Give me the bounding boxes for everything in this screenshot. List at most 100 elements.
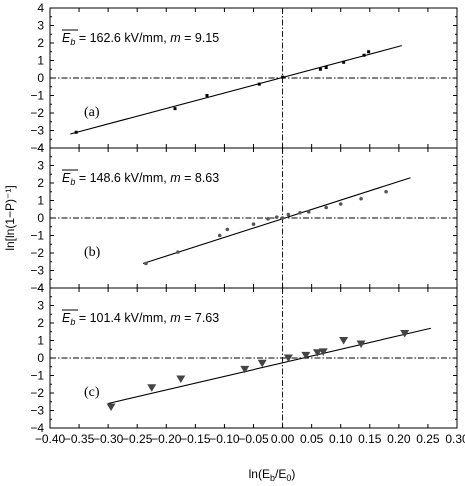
y-tick-label: −3	[30, 404, 44, 418]
data-point	[144, 261, 148, 266]
y-tick-label: 4	[37, 1, 44, 15]
m-value: = 7.63	[181, 311, 220, 325]
data-point	[176, 250, 180, 254]
y-tick-label: 0	[37, 71, 44, 85]
data-point	[274, 215, 279, 219]
x-tick-label: 0.20	[387, 432, 411, 446]
y-tick-label: 1	[37, 54, 44, 68]
x-tick-label: −0.40	[35, 432, 66, 446]
x-tick-label: 0.25	[416, 432, 440, 446]
m-value: = 8.63	[181, 171, 220, 185]
x-tick-label: 0.30	[445, 432, 465, 446]
data-point	[384, 189, 388, 194]
x-tick-label: −0.25	[122, 432, 153, 446]
data-point	[217, 233, 222, 238]
panel-2: −4 −3 −2 −1 0 1 2 3 4 Eb = 148.6 kV/mm, m = 8.63 (…	[30, 141, 458, 295]
panel-annotation: Eb = 101.4 kV/mm, m = 7.63	[62, 311, 219, 327]
panel-label: (c)	[84, 385, 100, 400]
y-axis-title: ln[ln(1−P)⁻¹]	[3, 185, 17, 250]
y-tick-label: 4	[37, 141, 44, 155]
panel-1: −4 −3 −2 −1 0 1 2 3 4 Eb = 162.6 kV/mm, m = 9.15 (…	[30, 1, 458, 155]
data-point	[106, 403, 116, 411]
y-tick-label: 0	[37, 351, 44, 365]
y-tick-label: −1	[30, 369, 44, 383]
fit-line	[70, 45, 402, 135]
x-tick-label: −0.05	[238, 432, 269, 446]
data-point	[324, 66, 328, 69]
x-tick-label: −0.10	[209, 432, 240, 446]
m-symbol: m	[170, 311, 180, 325]
y-tick-label: 0	[37, 211, 44, 225]
data-point	[298, 210, 302, 215]
eb-symbol: E	[62, 31, 71, 45]
data-point	[306, 210, 311, 214]
eb-value: = 101.4 kV/mm,	[75, 311, 170, 325]
data-point	[176, 375, 186, 383]
data-point	[359, 196, 363, 201]
data-point	[257, 82, 261, 86]
y-tick-label: −2	[30, 106, 44, 120]
fit-line	[142, 177, 411, 265]
data-point	[225, 227, 230, 232]
y-tick-label: 2	[37, 316, 44, 330]
y-tick-label: 1	[37, 334, 44, 348]
y-tick-label: −4	[30, 421, 44, 435]
x-tick-label: 0.10	[329, 432, 353, 446]
m-value: = 9.15	[181, 31, 220, 45]
data-point	[286, 212, 291, 217]
data-point	[173, 107, 177, 111]
data-point	[342, 60, 346, 64]
y-tick-label: 3	[37, 299, 44, 313]
data-point	[240, 365, 250, 374]
data-point	[356, 340, 366, 348]
panel-annotation: Eb = 162.6 kV/mm, m = 9.15	[62, 31, 219, 47]
x-tick-label: 0.00	[271, 432, 295, 446]
y-tick-label: −4	[30, 141, 44, 155]
eb-symbol: E	[62, 311, 71, 325]
data-point	[74, 130, 78, 134]
data-point	[338, 202, 343, 206]
data-point	[318, 348, 328, 356]
y-tick-label: −3	[30, 124, 44, 138]
data-point	[324, 205, 328, 210]
y-tick-label: 1	[37, 194, 44, 208]
panel-label: (b)	[84, 245, 101, 260]
eb-value: = 162.6 kV/mm,	[75, 31, 170, 45]
data-point	[251, 222, 256, 226]
eb-subscript: b	[70, 317, 75, 327]
x-tick-label: −0.30	[93, 432, 124, 446]
x-axis-ticks: −0.40−0.35−0.30−0.25−0.20−0.15−0.10−0.05…	[35, 432, 465, 446]
y-tick-label: −1	[30, 89, 44, 103]
panel-label: (a)	[84, 105, 100, 120]
data-point	[362, 53, 366, 57]
y-tick-label: 4	[37, 281, 44, 295]
x-tick-label: −0.15	[180, 432, 211, 446]
fit-line	[108, 327, 431, 405]
y-tick-label: 2	[37, 36, 44, 50]
y-tick-label: 3	[37, 159, 44, 173]
panels-group: −4 −3 −2 −1 0 1 2 3 4 Eb = 162.6 kV/mm, m = 9.15 (…	[30, 1, 458, 435]
eb-subscript: b	[70, 177, 75, 187]
x-tick-label: 0.15	[358, 432, 382, 446]
y-tick-label: −2	[30, 386, 44, 400]
data-point	[318, 67, 322, 71]
panel-annotation: Eb = 148.6 kV/mm, m = 8.63	[62, 171, 219, 187]
data-point	[205, 94, 209, 97]
eb-value: = 148.6 kV/mm,	[75, 171, 170, 185]
y-tick-label: 2	[37, 176, 44, 190]
x-tick-label: 0.05	[300, 432, 324, 446]
data-point	[367, 50, 371, 54]
y-tick-label: −3	[30, 264, 44, 278]
data-point	[312, 349, 322, 357]
x-tick-label: −0.35	[64, 432, 95, 446]
panel-3: −4 −3 −2 −1 0 1 2 3 4 Eb = 101.4 kV/mm, m = 7.63 (…	[30, 281, 458, 435]
x-axis-title: ln(Eb/E0)	[249, 467, 296, 483]
y-tick-label: −4	[30, 281, 44, 295]
eb-subscript: b	[70, 37, 75, 47]
y-tick-label: −1	[30, 229, 44, 243]
data-point	[266, 217, 270, 221]
y-tick-label: −2	[30, 246, 44, 260]
m-symbol: m	[170, 171, 180, 185]
data-point	[400, 330, 410, 338]
